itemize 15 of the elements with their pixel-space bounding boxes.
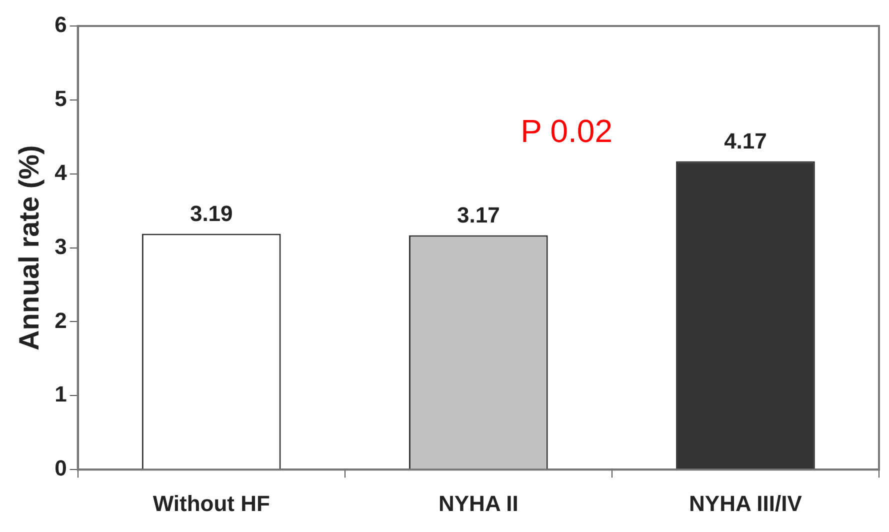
x-tick-label: NYHA II: [438, 490, 518, 516]
y-tick-label: 5: [54, 86, 67, 111]
data-label: 3.19: [190, 200, 233, 226]
data-label: 3.17: [457, 202, 500, 228]
annotation: P 0.02: [520, 113, 613, 150]
y-tick-label: 6: [54, 12, 67, 38]
data-label: 4.17: [724, 128, 767, 154]
x-tick-label: NYHA III/IV: [689, 490, 802, 516]
y-tick-label: 4: [54, 160, 68, 185]
y-tick-label: 2: [54, 308, 67, 333]
y-axis-title: Annual rate (%): [14, 145, 45, 350]
y-tick-label: 3: [54, 234, 67, 259]
y-tick-label: 1: [54, 382, 67, 407]
x-tick-label: Without HF: [152, 490, 270, 516]
y-tick-label: 0: [54, 456, 67, 481]
